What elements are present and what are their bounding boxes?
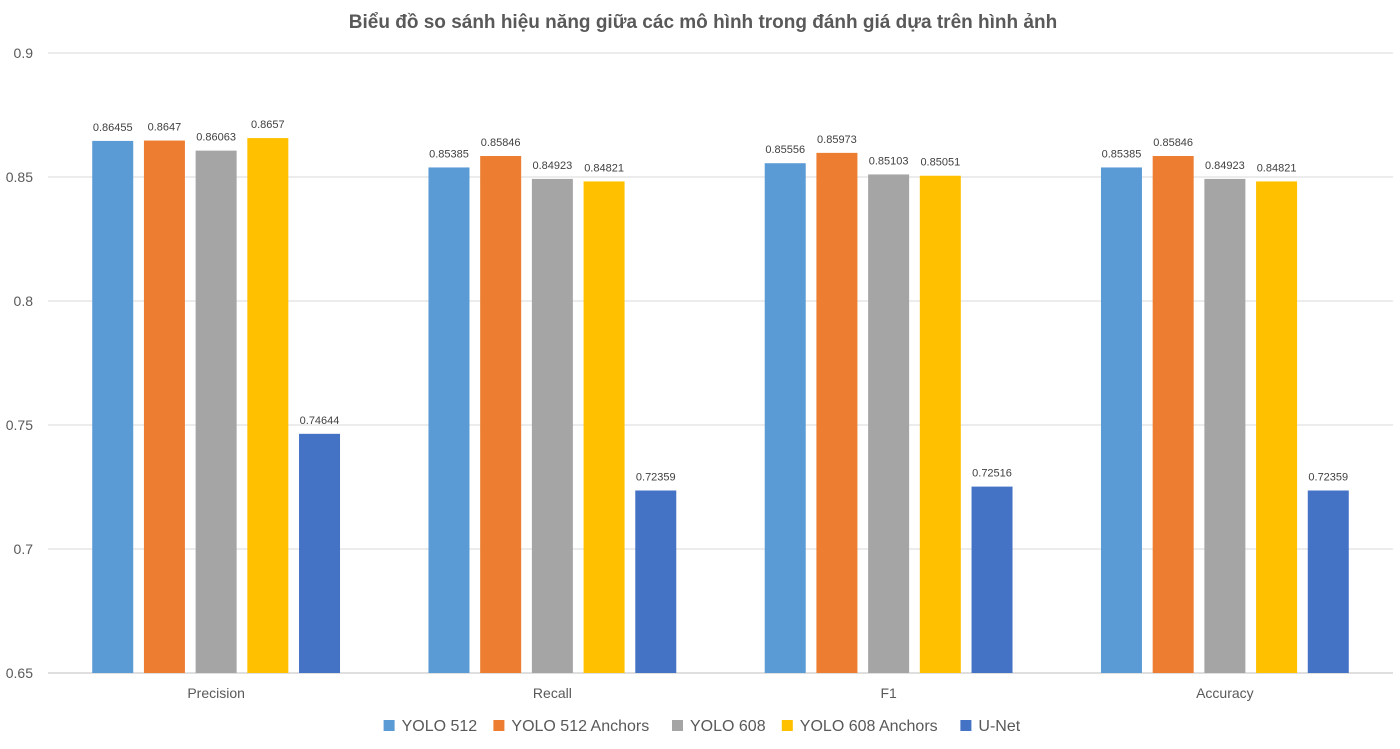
legend-swatch <box>672 720 683 731</box>
bar <box>635 490 677 673</box>
x-tick-label: Accuracy <box>1196 685 1254 701</box>
data-label: 0.84821 <box>1257 162 1297 174</box>
legend-swatch <box>493 720 505 731</box>
bar <box>868 174 910 673</box>
y-tick-label: 0.65 <box>6 665 33 681</box>
legend-label: YOLO 512 Anchors <box>511 718 649 735</box>
data-label: 0.85846 <box>481 137 521 149</box>
bar <box>480 156 522 674</box>
data-label: 0.86063 <box>196 132 236 144</box>
legend-item: U-Net <box>960 718 1021 735</box>
legend-label: U-Net <box>978 718 1020 735</box>
data-label: 0.85846 <box>1153 137 1193 149</box>
legend-item: YOLO 512 Anchors <box>493 718 649 735</box>
data-label: 0.85385 <box>429 148 469 160</box>
bar <box>583 181 625 673</box>
y-tick-label: 0.8 <box>14 293 34 309</box>
bar <box>143 140 185 673</box>
data-label: 0.8647 <box>148 122 182 134</box>
bar <box>428 167 470 673</box>
bar <box>195 150 237 674</box>
legend-item: YOLO 608 <box>672 718 766 735</box>
data-label: 0.72516 <box>972 468 1012 480</box>
data-label: 0.85051 <box>920 157 960 169</box>
bar <box>816 152 858 673</box>
bar <box>1256 181 1298 673</box>
data-label: 0.85556 <box>765 144 805 156</box>
legend-label: YOLO 608 Anchors <box>800 718 938 735</box>
x-tick-label: Precision <box>187 685 245 701</box>
legend-label: YOLO 512 <box>402 718 478 735</box>
bar <box>1307 490 1349 673</box>
bar <box>919 175 961 673</box>
bar <box>531 178 573 673</box>
y-tick-label: 0.85 <box>6 169 33 185</box>
chart-title: Biểu đồ so sánh hiệu năng giữa các mô hì… <box>349 12 1057 33</box>
data-label: 0.72359 <box>636 471 676 483</box>
data-label: 0.84923 <box>1205 160 1245 172</box>
legend-swatch <box>781 720 793 731</box>
bar <box>1204 178 1246 673</box>
y-tick-label: 0.75 <box>6 417 33 433</box>
legend-item: YOLO 608 Anchors <box>781 718 938 735</box>
legend-swatch <box>960 720 972 731</box>
data-label: 0.86455 <box>93 122 133 134</box>
data-label: 0.84923 <box>532 160 572 172</box>
data-label: 0.85385 <box>1102 148 1142 160</box>
legend-item: YOLO 512 <box>383 718 478 735</box>
bar <box>299 433 341 673</box>
bar <box>92 140 134 673</box>
x-tick-label: F1 <box>880 685 897 701</box>
data-label: 0.84821 <box>584 162 624 174</box>
bar <box>247 138 289 674</box>
y-tick-label: 0.7 <box>14 541 34 557</box>
bar <box>1152 156 1194 674</box>
bar <box>764 163 806 674</box>
legend-label: YOLO 608 <box>690 718 766 735</box>
legend-swatch <box>383 720 395 731</box>
y-tick-label: 0.9 <box>14 45 34 61</box>
x-tick-label: Recall <box>533 685 572 701</box>
data-label: 0.8657 <box>251 119 285 131</box>
data-label: 0.85973 <box>817 134 857 146</box>
bar <box>971 486 1013 673</box>
data-label: 0.72359 <box>1308 471 1348 483</box>
bar <box>1100 167 1142 673</box>
data-label: 0.74644 <box>300 415 340 427</box>
data-label: 0.85103 <box>869 155 909 167</box>
